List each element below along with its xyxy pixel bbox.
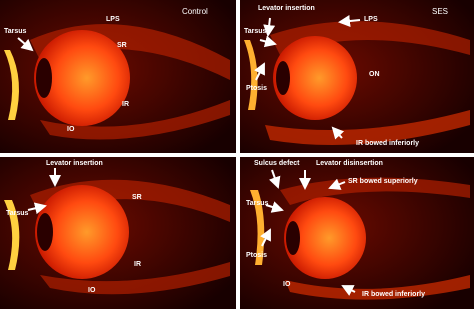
arrow bbox=[265, 201, 284, 213]
arrow bbox=[269, 169, 281, 189]
muscle bbox=[270, 21, 470, 55]
annotation: IR bowed inferiorly bbox=[362, 291, 425, 298]
muscle bbox=[285, 275, 470, 300]
annotation: SR bbox=[117, 42, 127, 49]
lid bbox=[244, 40, 258, 110]
muscle bbox=[280, 177, 470, 205]
annotation: Levator insertion bbox=[258, 5, 315, 12]
muscle bbox=[40, 100, 230, 140]
eye bbox=[34, 30, 130, 126]
annotation: SR bbox=[132, 194, 142, 201]
lens bbox=[37, 213, 53, 251]
eye bbox=[273, 36, 357, 120]
annotation: IR bbox=[134, 261, 141, 268]
arrow bbox=[260, 228, 271, 247]
lens bbox=[276, 61, 290, 95]
annotation: Sulcus defect bbox=[254, 160, 300, 167]
annotation: IO bbox=[283, 281, 291, 288]
annotation: IO bbox=[88, 287, 96, 294]
annotation: IR bbox=[122, 101, 129, 108]
arrow bbox=[259, 35, 277, 48]
annotation: Levator insertion bbox=[46, 160, 103, 167]
arrow bbox=[254, 62, 265, 81]
annotation: ON bbox=[369, 71, 380, 78]
annotation: Levator disinsertion bbox=[316, 160, 383, 167]
annotation: Tarsus bbox=[244, 28, 267, 35]
eye bbox=[284, 197, 366, 279]
arrow bbox=[17, 37, 34, 52]
muscle bbox=[40, 262, 230, 295]
annotation: Tarsus bbox=[4, 28, 27, 35]
annotation: Tarsus bbox=[6, 210, 29, 217]
lens bbox=[36, 58, 52, 98]
annotation: IO bbox=[67, 126, 75, 133]
muscle bbox=[265, 110, 470, 145]
annotation: Ptosis bbox=[246, 252, 267, 259]
arrow bbox=[331, 126, 345, 140]
arrow bbox=[263, 17, 276, 37]
arrow bbox=[328, 178, 346, 190]
arrow bbox=[27, 202, 47, 215]
labels: Control Tarsus LPS SR IR IO SES Levator inserti… bbox=[4, 5, 448, 298]
arrow bbox=[338, 15, 361, 27]
lid bbox=[250, 190, 265, 265]
panel-title: Control bbox=[182, 7, 208, 16]
annotation: LPS bbox=[106, 16, 120, 23]
lid bbox=[4, 200, 20, 270]
annotation: LPS bbox=[364, 16, 378, 23]
annotation: SR bowed superiorly bbox=[348, 178, 418, 185]
lid bbox=[4, 50, 19, 120]
panel-title: SES bbox=[432, 7, 448, 16]
arrow bbox=[341, 285, 356, 296]
annotation: Tarsus bbox=[246, 200, 269, 207]
arrows bbox=[17, 15, 361, 296]
lens bbox=[286, 221, 300, 255]
annotation: IR bowed inferiorly bbox=[356, 140, 419, 147]
annotation: Ptosis bbox=[246, 85, 267, 92]
eye bbox=[35, 185, 129, 279]
